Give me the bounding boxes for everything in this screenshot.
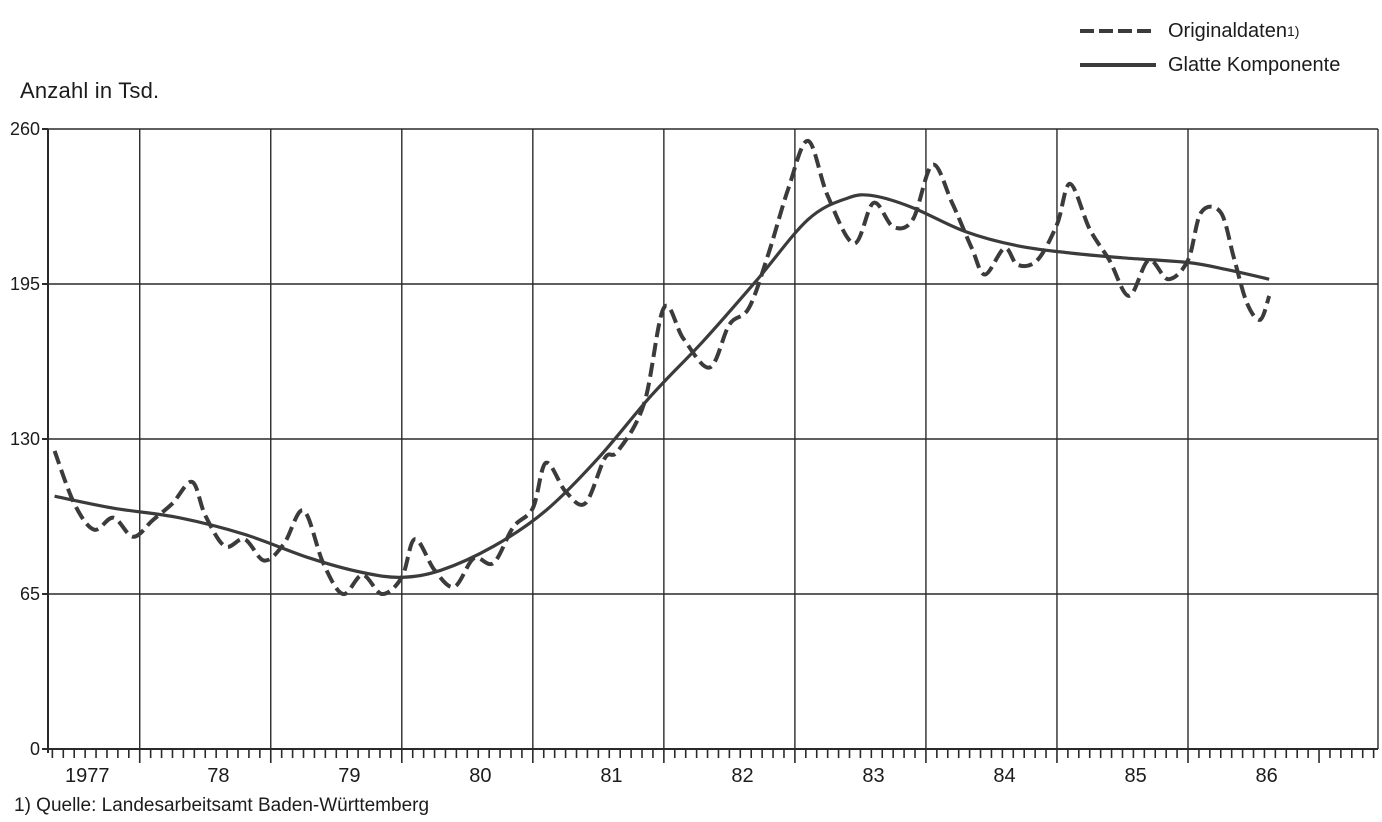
x-tick-label: 81 <box>600 765 622 787</box>
legend-label-glatte-komponente: Glatte Komponente <box>1168 53 1341 76</box>
y-tick-label: 65 <box>20 584 40 604</box>
y-tick-label: 0 <box>30 739 40 759</box>
x-tick-label: 85 <box>1124 765 1146 787</box>
footnote: 1) Quelle: Landesarbeitsamt Baden-Württe… <box>14 795 430 816</box>
y-axis-label: Anzahl in Tsd. <box>20 78 160 103</box>
legend-item-glatte-komponente: Glatte Komponente <box>1078 48 1340 82</box>
tick-labels: 0 65 130 195 260 1977 78 79 80 81 82 83 84 85 86 <box>10 119 1278 787</box>
legend-item-originaldaten: Originaldaten 1) <box>1078 14 1340 48</box>
legend-solid-line-icon <box>1080 63 1156 67</box>
x-tick-label: 80 <box>469 765 491 787</box>
legend-dashed-line-icon <box>1080 29 1156 33</box>
legend: Originaldaten 1) Glatte Komponente <box>1078 14 1340 82</box>
y-tick-label: 130 <box>10 429 40 449</box>
x-tick-label: 78 <box>207 765 229 787</box>
series-layer <box>52 138 1272 596</box>
y-tick-label: 260 <box>10 119 40 139</box>
legend-footnote-marker: 1) <box>1286 23 1300 39</box>
series-line-originaldaten <box>52 138 1272 596</box>
legend-label-originaldaten: Originaldaten <box>1168 19 1287 42</box>
y-tick-label: 195 <box>10 274 40 294</box>
x-tick-label: 82 <box>731 765 753 787</box>
x-tick-label: 84 <box>993 765 1015 787</box>
grid <box>48 128 1379 749</box>
x-tick-label: 83 <box>862 765 884 787</box>
x-tick-label: 79 <box>338 765 360 787</box>
axes <box>42 128 1378 763</box>
x-tick-label: 1977 <box>65 765 110 787</box>
x-tick-label: 86 <box>1255 765 1277 787</box>
series-line-glatte-komponente <box>54 193 1270 579</box>
